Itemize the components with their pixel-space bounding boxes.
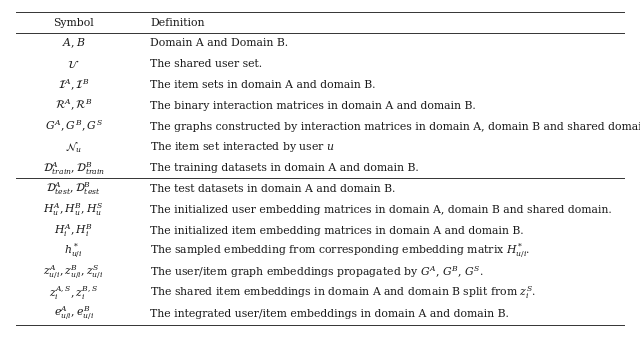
Text: The graphs constructed by interaction matrices in domain A, domain B and shared : The graphs constructed by interaction ma… <box>150 122 640 131</box>
Text: $H^A_i, H^B_i$: $H^A_i, H^B_i$ <box>54 222 93 239</box>
Text: $\mathcal{U}$: $\mathcal{U}$ <box>67 58 80 70</box>
Text: The item sets in domain A and domain B.: The item sets in domain A and domain B. <box>150 80 376 90</box>
Text: $\mathcal{R}^A, \mathcal{R}^B$: $\mathcal{R}^A, \mathcal{R}^B$ <box>55 98 92 114</box>
Text: The shared user set.: The shared user set. <box>150 59 262 69</box>
Text: $\mathcal{D}^A_{train}, \mathcal{D}^B_{train}$: $\mathcal{D}^A_{train}, \mathcal{D}^B_{t… <box>43 160 104 176</box>
Text: The integrated user/item embeddings in domain A and domain B.: The integrated user/item embeddings in d… <box>150 309 509 319</box>
Text: Definition: Definition <box>150 18 205 28</box>
Text: $z^{A,S}_i, z^{B,S}_i$: $z^{A,S}_i, z^{B,S}_i$ <box>49 284 98 302</box>
Text: $\mathcal{I}^A, \mathcal{I}^B$: $\mathcal{I}^A, \mathcal{I}^B$ <box>58 77 89 93</box>
Text: $H^A_u, H^B_u, H^S_u$: $H^A_u, H^B_u, H^S_u$ <box>44 201 104 218</box>
Text: The test datasets in domain A and domain B.: The test datasets in domain A and domain… <box>150 184 396 194</box>
Text: The user/item graph embeddings propagated by $G^A$, $G^B$, $G^S$.: The user/item graph embeddings propagate… <box>150 264 484 280</box>
Text: Symbol: Symbol <box>53 18 94 28</box>
Text: $z^A_{u/i}, z^B_{u/i}, z^S_{u/i}$: $z^A_{u/i}, z^B_{u/i}, z^S_{u/i}$ <box>44 263 104 281</box>
Text: The training datasets in domain A and domain B.: The training datasets in domain A and do… <box>150 163 419 173</box>
Text: Domain A and Domain B.: Domain A and Domain B. <box>150 39 289 48</box>
Text: $h^*_{u/i}$: $h^*_{u/i}$ <box>65 242 83 260</box>
Text: $G^A, G^B, G^S$: $G^A, G^B, G^S$ <box>45 119 102 134</box>
Text: The binary interaction matrices in domain A and domain B.: The binary interaction matrices in domai… <box>150 101 476 111</box>
Text: The initialized user embedding matrices in domain A, domain B and shared domain.: The initialized user embedding matrices … <box>150 205 612 215</box>
Text: The item set interacted by user $u$: The item set interacted by user $u$ <box>150 140 335 154</box>
Text: $e^A_{u/i}, e^B_{u/i}$: $e^A_{u/i}, e^B_{u/i}$ <box>54 305 93 322</box>
Text: The sampled embedding from corresponding embedding matrix $H^*_{u/i}$.: The sampled embedding from corresponding… <box>150 242 531 260</box>
Text: The initialized item embedding matrices in domain A and domain B.: The initialized item embedding matrices … <box>150 225 524 236</box>
Text: The shared item embeddings in domain A and domain B split from $z^S_i$.: The shared item embeddings in domain A a… <box>150 285 536 301</box>
Text: $\mathcal{D}^A_{test}, \mathcal{D}^B_{test}$: $\mathcal{D}^A_{test}, \mathcal{D}^B_{te… <box>46 180 101 197</box>
Text: $A, B$: $A, B$ <box>61 37 86 50</box>
Text: $\mathcal{N}_u$: $\mathcal{N}_u$ <box>65 140 82 155</box>
